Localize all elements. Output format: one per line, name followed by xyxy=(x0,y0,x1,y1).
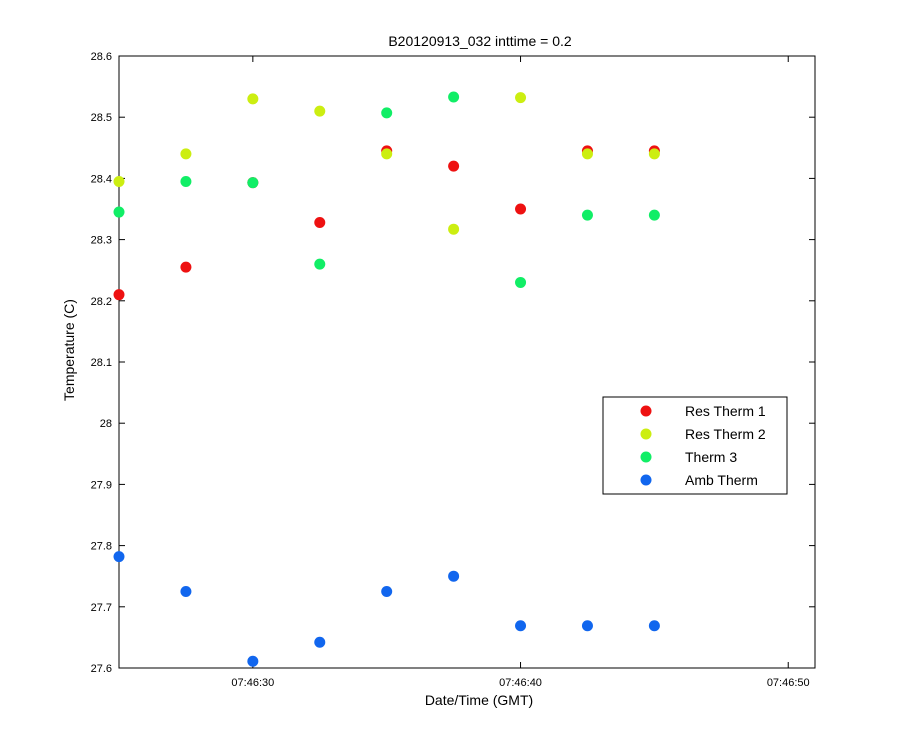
point-res-therm-1 xyxy=(515,203,527,215)
point-therm-3 xyxy=(381,107,393,119)
y-tick-label: 28 xyxy=(100,418,112,430)
y-axis: 27.6 27.7 27.8 27.9 28 28.1 28.2 28.3 28.4 28.5 28… xyxy=(91,51,815,675)
x-axis: 07:46:30 07:46:40 07:46:50 xyxy=(231,56,810,689)
data-points xyxy=(113,91,660,667)
point-amb-therm xyxy=(448,570,460,582)
point-amb-therm xyxy=(515,620,527,632)
point-res-therm-2 xyxy=(381,148,393,160)
y-tick-label: 27.8 xyxy=(91,541,112,553)
point-therm-3 xyxy=(581,209,593,221)
x-tick-label: 07:46:50 xyxy=(767,677,810,689)
point-res-therm-1 xyxy=(314,216,326,228)
point-res-therm-2 xyxy=(180,148,192,160)
legend: Res Therm 1 Res Therm 2 Therm 3 Amb Therm xyxy=(602,396,788,495)
point-amb-therm xyxy=(180,586,192,597)
point-amb-therm xyxy=(648,620,660,632)
point-therm-3 xyxy=(448,91,460,103)
y-tick-label: 27.9 xyxy=(91,479,112,491)
y-tick-label: 28.3 xyxy=(91,235,112,247)
point-amb-therm xyxy=(247,655,259,667)
y-tick-label: 28.5 xyxy=(91,112,112,124)
point-therm-3 xyxy=(180,175,192,187)
y-tick-label: 28.4 xyxy=(91,173,112,185)
point-amb-therm xyxy=(314,636,326,648)
point-res-therm-1 xyxy=(180,261,192,273)
point-res-therm-2 xyxy=(581,148,593,160)
point-res-therm-2 xyxy=(648,148,660,160)
x-axis-label: Date/Time (GMT) xyxy=(425,692,533,708)
y-tick-label: 28.6 xyxy=(91,51,112,63)
point-therm-3 xyxy=(247,177,259,189)
point-therm-3 xyxy=(314,258,326,270)
legend-label-amb-therm: Amb Therm xyxy=(685,472,758,488)
point-amb-therm xyxy=(581,620,593,632)
point-res-therm-2 xyxy=(515,92,527,104)
point-therm-3 xyxy=(113,206,125,218)
y-tick-label: 28.1 xyxy=(91,357,112,369)
point-res-therm-2 xyxy=(448,223,460,235)
point-therm-3 xyxy=(648,209,660,221)
point-therm-3 xyxy=(515,276,527,288)
point-res-therm-1 xyxy=(113,289,125,301)
y-axis-label: Temperature (C) xyxy=(61,299,77,401)
legend-marker-res-therm-1 xyxy=(640,405,652,417)
legend-marker-therm-3 xyxy=(640,451,652,463)
x-tick-label: 07:46:30 xyxy=(231,677,274,689)
y-tick-label: 27.7 xyxy=(91,602,112,614)
y-tick-label: 27.6 xyxy=(91,663,112,675)
legend-label-res-therm-2: Res Therm 2 xyxy=(685,426,766,442)
point-res-therm-2 xyxy=(247,93,259,105)
point-res-therm-2 xyxy=(113,175,125,187)
point-res-therm-2 xyxy=(314,105,326,117)
point-amb-therm xyxy=(113,551,125,563)
point-res-therm-1 xyxy=(448,160,460,172)
legend-label-res-therm-1: Res Therm 1 xyxy=(685,403,766,419)
plot-area xyxy=(118,55,816,669)
legend-box xyxy=(602,396,788,495)
point-amb-therm xyxy=(381,586,393,597)
x-tick-label: 07:46:40 xyxy=(499,677,542,689)
y-tick-label: 28.2 xyxy=(91,296,112,308)
chart-title: B20120913_032 inttime = 0.2 xyxy=(388,33,572,49)
legend-label-therm-3: Therm 3 xyxy=(685,449,737,465)
legend-marker-res-therm-2 xyxy=(640,428,652,440)
legend-marker-amb-therm xyxy=(640,474,652,486)
